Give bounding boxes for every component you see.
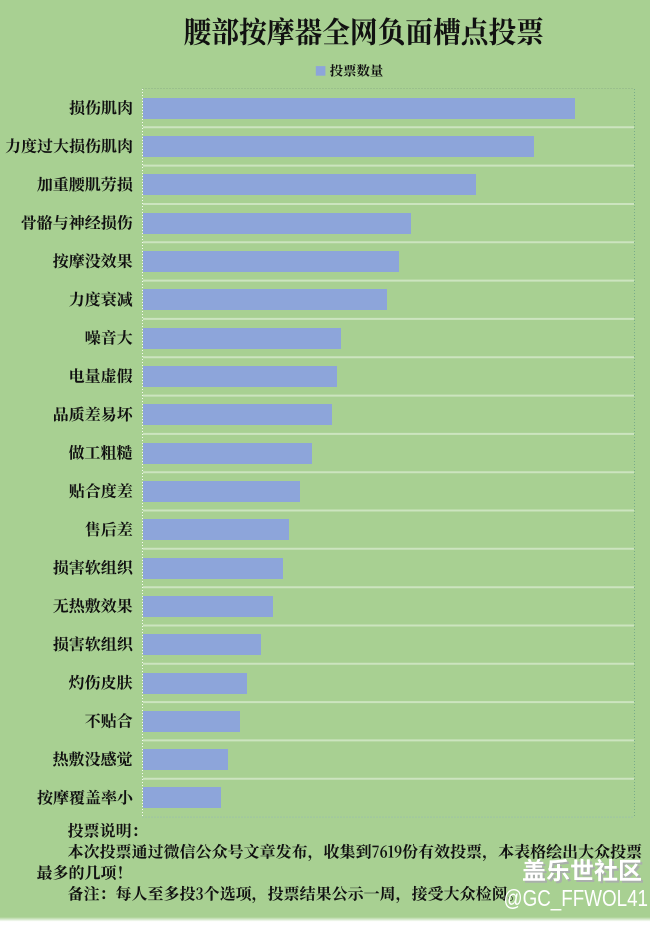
svg-text:@GC_FFWOL41: @GC_FFWOL41 — [504, 885, 649, 911]
